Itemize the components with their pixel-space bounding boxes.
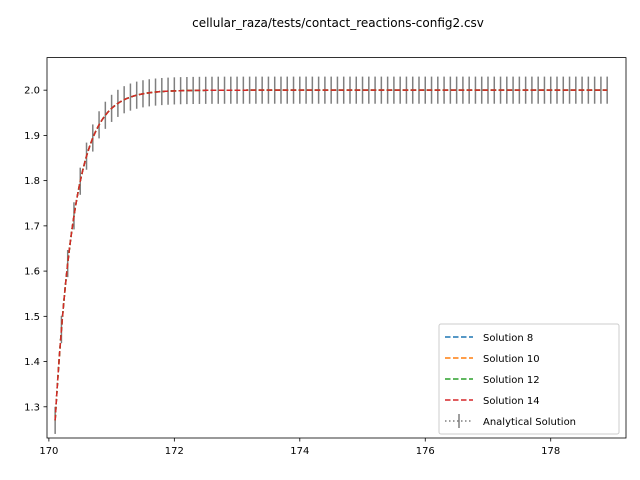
y-tick-label: 1.3	[24, 402, 40, 413]
x-tick-label: 174	[290, 446, 309, 457]
y-tick-label: 1.6	[24, 267, 40, 278]
lines-group	[54, 89, 608, 421]
y-tick-label: 1.9	[24, 131, 40, 142]
legend-label-solution-12: Solution 12	[483, 375, 540, 386]
y-tick-label: 1.8	[24, 176, 40, 187]
y-axis: 1.3 1.4 1.5 1.6 1.7 1.8 1.9 2.0	[24, 86, 47, 413]
y-tick-label: 2.0	[24, 86, 40, 97]
x-tick-label: 172	[165, 446, 184, 457]
legend-label-solution-14: Solution 14	[483, 396, 540, 407]
legend: Solution 8 Solution 10 Solution 12 Solution…	[438, 323, 620, 435]
x-tick-label: 170	[39, 446, 58, 457]
legend-label-solution-8: Solution 8	[483, 333, 533, 344]
legend-label-solution-10: Solution 10	[483, 354, 540, 365]
y-tick-label: 1.5	[24, 312, 40, 323]
x-tick-label: 176	[416, 446, 435, 457]
x-tick-label: 178	[541, 446, 560, 457]
y-tick-label: 1.7	[24, 221, 40, 232]
x-axis: 170 172 174 176 178	[39, 438, 560, 457]
series-solution-14-line	[54, 89, 608, 421]
legend-label-analytical-solution: Analytical Solution	[483, 417, 576, 428]
legend-box	[438, 323, 620, 435]
plot-area	[46, 57, 627, 439]
axes-frame	[46, 57, 627, 439]
chart-title: cellular_raza/tests/contact_reactions-co…	[192, 16, 484, 30]
y-tick-label: 1.4	[24, 357, 40, 368]
